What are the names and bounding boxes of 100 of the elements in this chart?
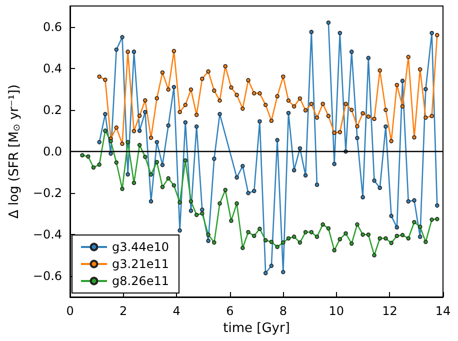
point bbox=[366, 114, 371, 119]
point bbox=[338, 130, 342, 134]
point bbox=[303, 173, 308, 178]
x-axis-title: time [Gyr] bbox=[223, 320, 290, 336]
point bbox=[338, 30, 342, 36]
point bbox=[314, 115, 320, 120]
point bbox=[412, 135, 416, 140]
y-tick-label: −0.6 bbox=[32, 269, 62, 284]
point bbox=[97, 140, 102, 144]
point bbox=[160, 70, 165, 75]
x-tick-label: 2 bbox=[120, 304, 128, 318]
point bbox=[292, 168, 296, 172]
point bbox=[349, 108, 354, 112]
point bbox=[309, 102, 314, 106]
y-tick-label: 0.6 bbox=[42, 20, 62, 34]
x-tick-label: 6 bbox=[226, 304, 234, 318]
point bbox=[223, 64, 228, 68]
point bbox=[132, 128, 136, 134]
point bbox=[326, 20, 331, 25]
y-axis-title: Δ log (SFR [M⊙ yr⁻¹]) bbox=[7, 84, 22, 219]
point bbox=[114, 125, 119, 130]
point bbox=[378, 186, 382, 190]
point bbox=[103, 112, 108, 116]
point bbox=[389, 138, 394, 144]
legend-label: g3.44e10 bbox=[112, 240, 169, 254]
point bbox=[326, 114, 331, 118]
point bbox=[252, 188, 256, 194]
point bbox=[263, 270, 268, 276]
x-tick-label: 12 bbox=[382, 304, 398, 318]
point bbox=[298, 96, 302, 101]
point bbox=[229, 85, 234, 90]
point bbox=[320, 102, 326, 106]
point bbox=[434, 203, 440, 208]
point bbox=[286, 110, 291, 116]
point bbox=[194, 112, 199, 118]
point bbox=[234, 175, 239, 180]
point bbox=[206, 238, 210, 244]
point bbox=[281, 270, 286, 274]
point bbox=[378, 68, 382, 73]
point bbox=[344, 102, 348, 106]
point bbox=[314, 182, 320, 187]
point bbox=[126, 172, 130, 177]
point bbox=[258, 91, 262, 96]
point bbox=[188, 208, 194, 213]
point bbox=[148, 136, 154, 140]
point bbox=[183, 102, 188, 108]
point bbox=[298, 146, 302, 151]
point bbox=[148, 199, 154, 204]
y-tick-label: 0.4 bbox=[42, 61, 62, 76]
point bbox=[132, 50, 136, 54]
x-tick-label: 8 bbox=[279, 304, 287, 318]
point bbox=[286, 98, 291, 103]
point bbox=[154, 140, 160, 144]
point bbox=[206, 69, 210, 74]
point bbox=[400, 104, 405, 109]
point bbox=[160, 162, 165, 168]
point bbox=[400, 78, 405, 83]
point bbox=[252, 91, 256, 96]
point bbox=[183, 120, 188, 125]
point bbox=[430, 30, 434, 36]
x-tick-label: 14 bbox=[435, 304, 451, 318]
point bbox=[406, 199, 411, 204]
point bbox=[143, 110, 148, 114]
point bbox=[246, 190, 250, 196]
point bbox=[269, 264, 274, 268]
legend-label: g3.21e11 bbox=[112, 257, 169, 271]
point bbox=[200, 208, 204, 212]
point bbox=[258, 119, 262, 124]
x-tick-label: 10 bbox=[328, 304, 344, 318]
point bbox=[355, 124, 360, 128]
point bbox=[418, 67, 422, 72]
point bbox=[389, 214, 394, 218]
point bbox=[194, 124, 199, 129]
point bbox=[172, 48, 176, 54]
point bbox=[309, 30, 314, 34]
y-tick-label: −0.4 bbox=[32, 228, 62, 242]
point bbox=[360, 111, 365, 116]
point bbox=[303, 108, 308, 112]
point bbox=[360, 195, 365, 200]
point bbox=[394, 82, 400, 88]
point bbox=[178, 228, 182, 233]
point bbox=[281, 74, 286, 79]
point bbox=[126, 50, 130, 54]
point bbox=[172, 84, 176, 90]
point bbox=[240, 106, 245, 111]
point bbox=[218, 112, 222, 116]
point bbox=[263, 102, 268, 108]
point bbox=[269, 118, 274, 123]
point bbox=[103, 78, 108, 82]
point bbox=[200, 76, 204, 81]
point bbox=[332, 162, 336, 166]
point bbox=[212, 156, 216, 161]
point bbox=[372, 178, 376, 183]
point bbox=[143, 98, 148, 103]
point bbox=[384, 108, 388, 112]
point bbox=[275, 94, 280, 98]
point bbox=[424, 115, 428, 120]
point bbox=[178, 110, 182, 114]
point bbox=[418, 234, 422, 239]
point bbox=[424, 86, 428, 92]
